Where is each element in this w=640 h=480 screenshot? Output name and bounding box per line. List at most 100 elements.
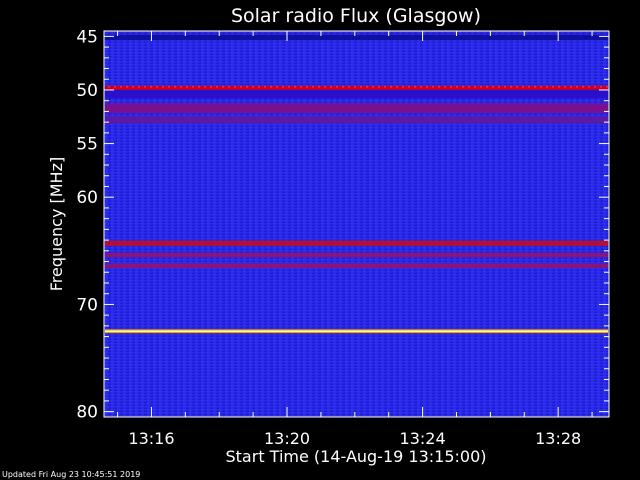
interference-dot xyxy=(156,85,158,88)
y-axis-label: Frequency [MHz] xyxy=(47,157,66,291)
y-tick-label: 50 xyxy=(76,81,98,101)
interference-dot xyxy=(510,85,512,88)
interference-dot xyxy=(486,85,488,88)
interference-dot xyxy=(420,85,422,88)
y-tick-label: 45 xyxy=(76,27,98,47)
interference-dot xyxy=(198,85,200,88)
intensity-bands xyxy=(105,34,608,334)
band-6 xyxy=(105,252,608,258)
interference-dot xyxy=(186,85,188,88)
interference-dot xyxy=(222,85,224,88)
plot-frame xyxy=(103,30,610,418)
interference-dot xyxy=(396,85,398,88)
interference-dot xyxy=(402,85,404,88)
interference-dot xyxy=(516,85,518,88)
interference-dot xyxy=(432,85,434,88)
interference-dot xyxy=(390,85,392,88)
interference-dot xyxy=(246,85,248,88)
interference-dot xyxy=(276,85,278,88)
interference-dot xyxy=(258,85,260,88)
interference-dot xyxy=(438,85,440,88)
band-4 xyxy=(105,116,608,124)
interference-dot xyxy=(378,85,380,88)
interference-dot xyxy=(330,85,332,88)
interference-dot xyxy=(252,85,254,88)
y-tick-label: 70 xyxy=(76,295,98,315)
interference-dot xyxy=(564,85,566,88)
interference-dot xyxy=(600,85,602,88)
interference-dot xyxy=(372,85,374,88)
interference-dot xyxy=(540,85,542,88)
interference-dot xyxy=(174,85,176,88)
interference-dot xyxy=(162,85,164,88)
interference-dot xyxy=(558,85,560,88)
interference-dots xyxy=(108,85,608,88)
interference-dot xyxy=(528,85,530,88)
interference-dot xyxy=(582,85,584,88)
interference-dot xyxy=(426,85,428,88)
interference-dot xyxy=(522,85,524,88)
interference-dot xyxy=(132,85,134,88)
interference-dot xyxy=(168,85,170,88)
interference-dot xyxy=(588,85,590,88)
band-5 xyxy=(105,240,608,246)
interference-dot xyxy=(546,85,548,88)
interference-dot xyxy=(408,85,410,88)
band-2 xyxy=(105,89,608,99)
interference-dot xyxy=(312,85,314,88)
interference-dot xyxy=(336,85,338,88)
interference-dot xyxy=(348,85,350,88)
interference-dot xyxy=(240,85,242,88)
band-3 xyxy=(105,103,608,114)
interference-dot xyxy=(456,85,458,88)
x-tick-label: 13:20 xyxy=(264,429,310,448)
band-7 xyxy=(105,263,608,268)
interference-dot xyxy=(414,85,416,88)
interference-dot xyxy=(204,85,206,88)
band-9 xyxy=(105,330,608,333)
x-tick-label: 13:24 xyxy=(400,429,446,448)
interference-dot xyxy=(354,85,356,88)
interference-dot xyxy=(294,85,296,88)
y-tick-label: 55 xyxy=(76,135,98,155)
interference-dot xyxy=(504,85,506,88)
interference-dot xyxy=(480,85,482,88)
interference-dot xyxy=(180,85,182,88)
interference-dot xyxy=(108,85,110,88)
interference-dot xyxy=(462,85,464,88)
interference-dot xyxy=(306,85,308,88)
interference-dot xyxy=(552,85,554,88)
interference-dot xyxy=(492,85,494,88)
interference-dot xyxy=(288,85,290,88)
interference-dot xyxy=(450,85,452,88)
interference-dot xyxy=(216,85,218,88)
interference-dot xyxy=(144,85,146,88)
interference-dot xyxy=(468,85,470,88)
interference-dot xyxy=(138,85,140,88)
interference-dot xyxy=(342,85,344,88)
interference-dot xyxy=(498,85,500,88)
interference-dot xyxy=(474,85,476,88)
interference-dot xyxy=(534,85,536,88)
x-axis: 13:16 13:20 13:24 13:28 xyxy=(117,31,593,448)
interference-dot xyxy=(234,85,236,88)
interference-dot xyxy=(366,85,368,88)
x-axis-label: Start Time (14-Aug-19 13:15:00) xyxy=(226,447,487,466)
band-0 xyxy=(105,34,608,41)
interference-dot xyxy=(150,85,152,88)
interference-dot xyxy=(270,85,272,88)
x-tick-label: 13:28 xyxy=(535,429,581,448)
interference-dot xyxy=(126,85,128,88)
interference-dot xyxy=(210,85,212,88)
y-tick-label: 80 xyxy=(76,403,98,423)
interference-dot xyxy=(318,85,320,88)
y-axis: 45 50 55 60 70 80 xyxy=(76,27,609,423)
interference-dot xyxy=(570,85,572,88)
interference-dot xyxy=(606,85,608,88)
interference-dot xyxy=(228,85,230,88)
interference-dot xyxy=(576,85,578,88)
y-tick-label: 60 xyxy=(76,188,98,208)
interference-dot xyxy=(300,85,302,88)
interference-dot xyxy=(444,85,446,88)
